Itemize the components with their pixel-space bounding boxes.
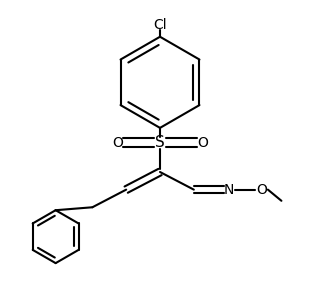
Text: N: N: [224, 183, 234, 197]
Text: O: O: [112, 136, 123, 150]
Text: S: S: [155, 135, 165, 150]
Text: O: O: [197, 136, 208, 150]
Text: O: O: [256, 183, 267, 197]
Text: Cl: Cl: [153, 18, 167, 32]
